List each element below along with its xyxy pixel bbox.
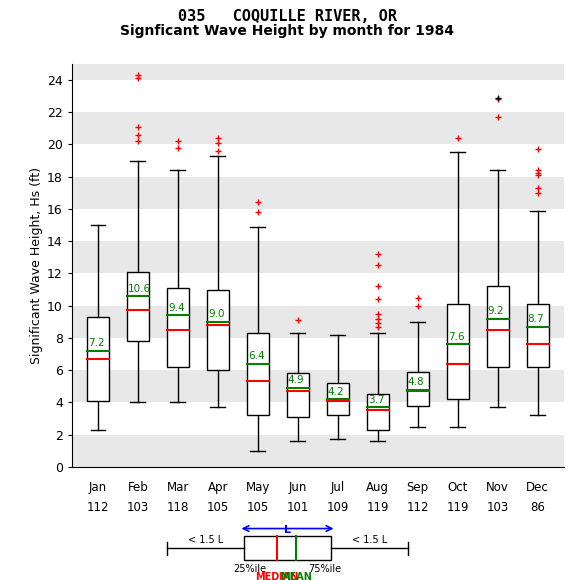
Text: 4.2: 4.2 bbox=[328, 387, 344, 397]
Bar bbox=[247, 333, 269, 415]
Bar bbox=[72, 434, 564, 467]
Text: 7.2: 7.2 bbox=[88, 338, 105, 349]
Text: < 1.5 L: < 1.5 L bbox=[352, 535, 387, 545]
Bar bbox=[87, 317, 109, 401]
Text: < 1.5 L: < 1.5 L bbox=[188, 535, 223, 545]
Text: Apr: Apr bbox=[208, 481, 228, 494]
Text: Dec: Dec bbox=[526, 481, 549, 494]
Bar bbox=[72, 338, 564, 370]
Bar bbox=[72, 112, 564, 144]
Text: MEDIAN: MEDIAN bbox=[255, 572, 299, 580]
Text: 3.7: 3.7 bbox=[368, 395, 385, 405]
Bar bbox=[72, 273, 564, 306]
Bar bbox=[72, 370, 564, 403]
Bar bbox=[167, 288, 189, 367]
Bar bbox=[287, 374, 309, 417]
Text: 4.9: 4.9 bbox=[288, 375, 305, 386]
Bar bbox=[244, 536, 331, 560]
Y-axis label: Significant Wave Height, Hs (ft): Significant Wave Height, Hs (ft) bbox=[30, 167, 43, 364]
Bar bbox=[72, 403, 564, 434]
Bar bbox=[72, 241, 564, 273]
Text: 9.4: 9.4 bbox=[168, 303, 185, 313]
Bar bbox=[486, 287, 508, 367]
Text: 119: 119 bbox=[366, 501, 389, 513]
Text: 119: 119 bbox=[446, 501, 469, 513]
Text: 9.2: 9.2 bbox=[488, 306, 504, 316]
Bar bbox=[447, 304, 469, 399]
Bar bbox=[327, 383, 348, 415]
Text: 112: 112 bbox=[407, 501, 429, 513]
Text: Jun: Jun bbox=[289, 481, 307, 494]
Text: 86: 86 bbox=[530, 501, 545, 513]
Text: 112: 112 bbox=[87, 501, 109, 513]
Text: 9.0: 9.0 bbox=[208, 309, 224, 320]
Bar bbox=[407, 372, 428, 405]
Text: May: May bbox=[246, 481, 270, 494]
Text: Nov: Nov bbox=[486, 481, 509, 494]
Text: Signficant Wave Height by month for 1984: Signficant Wave Height by month for 1984 bbox=[121, 24, 454, 38]
Text: Jan: Jan bbox=[89, 481, 107, 494]
Text: 109: 109 bbox=[327, 501, 349, 513]
Text: MEAN: MEAN bbox=[280, 572, 312, 580]
Text: 8.7: 8.7 bbox=[528, 314, 545, 324]
Text: 75%ile: 75%ile bbox=[308, 564, 342, 574]
Text: Jul: Jul bbox=[331, 481, 345, 494]
Text: 103: 103 bbox=[486, 501, 509, 513]
Text: Oct: Oct bbox=[447, 481, 468, 494]
Text: Sep: Sep bbox=[407, 481, 429, 494]
Bar bbox=[72, 177, 564, 209]
Bar bbox=[127, 272, 149, 341]
Text: Aug: Aug bbox=[366, 481, 389, 494]
Bar bbox=[72, 209, 564, 241]
Bar bbox=[72, 80, 564, 112]
Text: 105: 105 bbox=[206, 501, 229, 513]
Bar bbox=[527, 304, 549, 367]
Text: 101: 101 bbox=[286, 501, 309, 513]
Text: Feb: Feb bbox=[128, 481, 148, 494]
Bar bbox=[72, 144, 564, 177]
Text: 10.6: 10.6 bbox=[128, 284, 151, 293]
Text: 6.4: 6.4 bbox=[248, 351, 264, 361]
Bar bbox=[367, 394, 389, 430]
Text: 25%ile: 25%ile bbox=[233, 564, 267, 574]
Bar bbox=[72, 306, 564, 338]
Text: 103: 103 bbox=[126, 501, 149, 513]
Text: 105: 105 bbox=[247, 501, 269, 513]
Text: 7.6: 7.6 bbox=[448, 332, 465, 342]
Text: Mar: Mar bbox=[167, 481, 189, 494]
Bar bbox=[207, 289, 229, 370]
Text: L: L bbox=[284, 525, 291, 535]
Text: 4.8: 4.8 bbox=[408, 377, 424, 387]
Text: 035   COQUILLE RIVER, OR: 035 COQUILLE RIVER, OR bbox=[178, 9, 397, 24]
Text: 118: 118 bbox=[167, 501, 189, 513]
